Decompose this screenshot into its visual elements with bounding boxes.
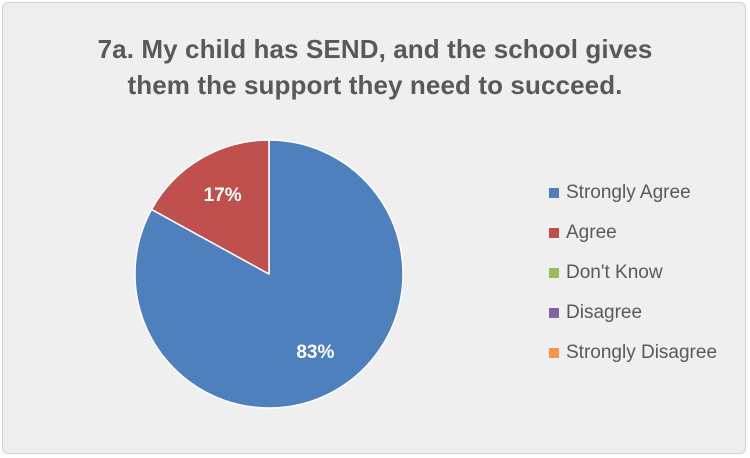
legend-label: Don't Know xyxy=(566,262,663,283)
chart-title-line-1: 7a. My child has SEND, and the school gi… xyxy=(97,34,653,64)
legend-label: Disagree xyxy=(566,302,643,323)
data-label-strongly-agree: 83% xyxy=(296,342,334,363)
pie-chart: 83% 17% xyxy=(134,139,404,409)
legend-swatch xyxy=(549,268,559,278)
data-label-agree: 17% xyxy=(204,185,242,206)
legend-label: Agree xyxy=(566,222,617,243)
legend-swatch xyxy=(549,188,559,198)
chart-title-line-2: them the support they need to succeed. xyxy=(127,70,623,100)
pie-slice-agree xyxy=(150,139,270,275)
legend-swatch xyxy=(549,228,559,238)
legend-label: Strongly Disagree xyxy=(566,342,718,363)
legend-label: Strongly Agree xyxy=(566,182,691,203)
chart-title: 7a. My child has SEND, and the school gi… xyxy=(3,31,747,103)
chart-frame: 7a. My child has SEND, and the school gi… xyxy=(2,2,746,454)
legend-swatch xyxy=(549,308,559,318)
legend-swatch xyxy=(549,348,559,358)
